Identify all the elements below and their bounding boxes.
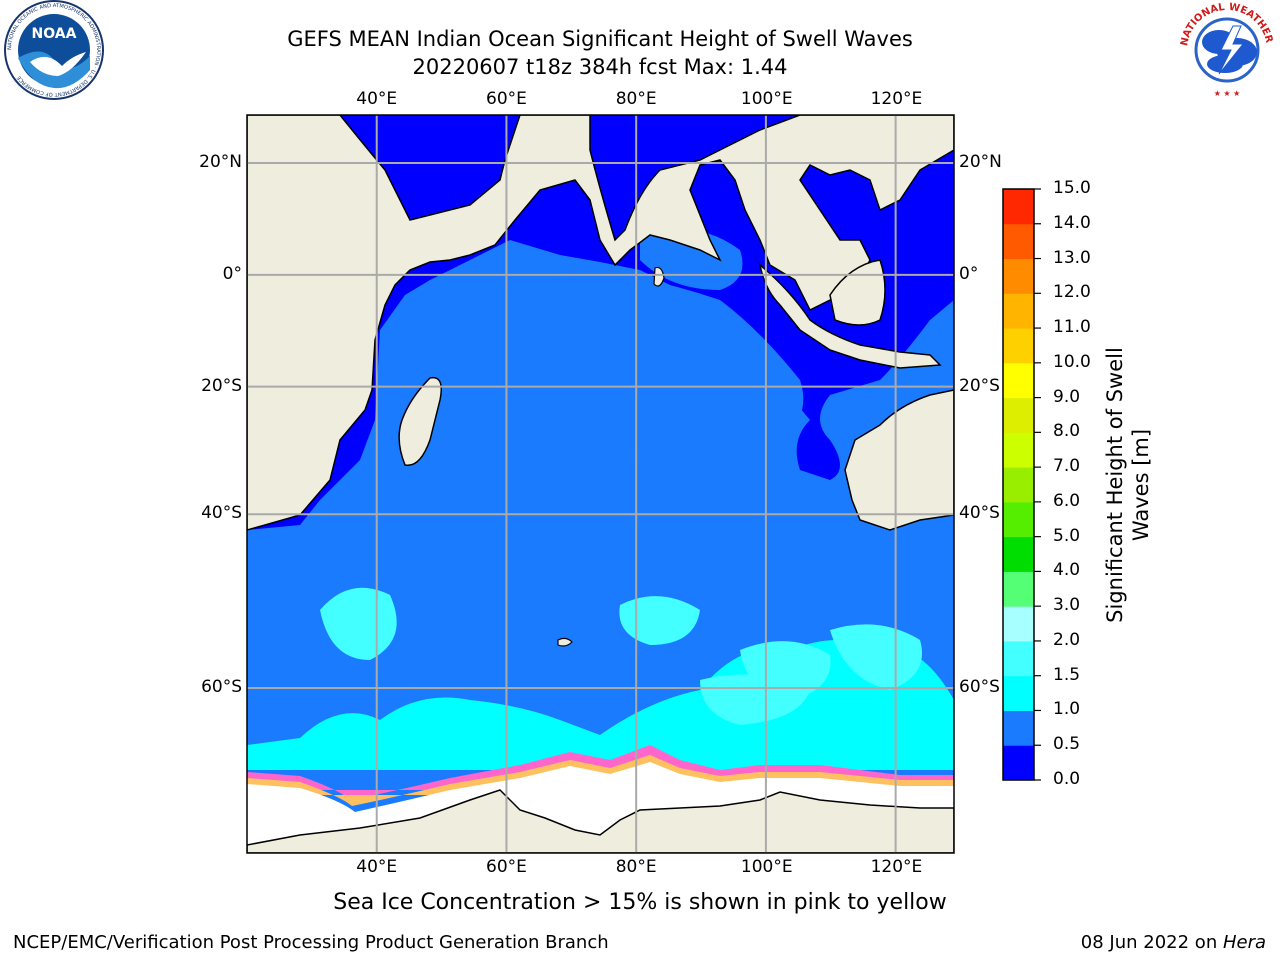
footer-date: 08 Jun 2022 on Hera [1081,932,1266,953]
lon-tick-label: 60°E [486,89,527,109]
lat-tick-label-right: 40°S [959,503,1000,524]
colorbar-tick-label: 7.0 [1053,456,1081,477]
swell-patch [700,674,810,725]
sri-lanka [653,266,665,287]
map-frame [246,114,955,854]
colorbar-tick-label: 0.0 [1053,769,1081,789]
colorbar-tick-label: 1.5 [1053,664,1081,685]
colorbar-tick-label: 3.0 [1053,595,1081,616]
lat-tick-label-right: 20°N [959,152,1002,172]
australia [844,389,954,531]
lon-tick-label: 120°E [870,857,923,877]
colorbar-tick-label: 9.0 [1053,386,1081,407]
colorbar-tick-label: 8.0 [1053,421,1081,442]
colorbar-tick-label: 1.0 [1053,699,1081,720]
lat-tick-label-right: 20°S [959,375,1000,396]
swell-patch [830,624,922,690]
colorbar-tick-label: 4.0 [1053,560,1081,581]
colorbar-tick-label: 15.0 [1053,178,1091,198]
swell-patch [619,596,700,645]
lat-tick-label-left: 0° [222,263,242,284]
lat-tick-label-right: 0° [959,263,979,284]
lon-tick-label: 120°E [870,89,923,109]
colorbar-tick-label: 2.0 [1053,629,1081,650]
lat-tick-label-left: 20°N [199,152,242,172]
sea-ice-note: Sea Ice Concentration > 15% is shown in … [333,890,947,915]
lon-tick-label: 100°E [740,857,793,877]
colorbar-tick-label: 6.0 [1053,490,1081,511]
lon-tick-label: 60°E [486,857,527,877]
borneo [829,259,886,326]
chart-subtitle: 20220607 t18z 384h fcst Max: 1.44 [412,55,788,79]
lon-tick-label: 80°E [615,89,657,109]
lon-tick-label: 100°E [740,89,793,109]
noaa-logo: NOAA NATIONAL OCEANIC AND ATMOSPHERIC AD… [2,0,106,104]
colorbar-tick-label: 14.0 [1053,212,1091,233]
ocean-field [425,270,804,470]
lat-tick-label-right: 60°S [959,677,1000,698]
madagascar [398,376,442,467]
antarctica [247,789,954,853]
lat-tick-label-left: 40°S [201,503,242,524]
footer-date-text: 08 Jun 2022 on [1080,932,1223,953]
colorbar-tick-label: 5.0 [1053,525,1081,546]
lon-tick-label: 40°E [356,857,398,877]
chart-title: GEFS MEAN Indian Ocean Significant Heigh… [287,27,913,51]
footer-host: Hera [1222,932,1266,953]
lat-tick-label-left: 60°S [201,677,242,698]
colorbar-tick-label: 10.0 [1053,351,1091,372]
landmass [247,115,954,531]
lat-tick-label-left: 20°S [201,375,242,396]
colorbar-tick-label: 12.0 [1053,282,1091,303]
sumatra-java [758,263,942,369]
svg-text:★ ★ ★: ★ ★ ★ [1214,89,1241,98]
kerguelen-island [557,637,573,647]
colorbar-tick-label: 13.0 [1053,247,1091,268]
noaa-logo-text: NOAA [32,26,77,42]
nws-logo: NATIONAL WEATHER SERVICE ★ ★ ★ [1177,2,1277,102]
lon-tick-label: 80°E [615,857,657,877]
colorbar-tick-label: 0.5 [1053,734,1081,755]
footer-credit: NCEP/EMC/Verification Post Processing Pr… [13,932,609,953]
colorbar-tick-label: 11.0 [1053,317,1091,338]
lon-tick-label: 40°E [356,89,398,109]
colorbar-title-text: Significant Height of Swell Waves [m] [1103,347,1153,623]
map-gridlines [247,115,954,853]
